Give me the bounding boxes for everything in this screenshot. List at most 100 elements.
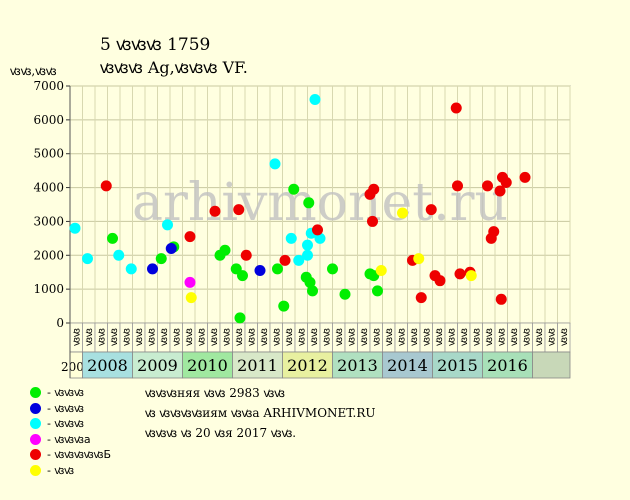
- data-point: [272, 263, 283, 275]
- x-tick-label: ꟃꟃ: [321, 328, 332, 346]
- year-label: 2014: [387, 356, 428, 375]
- data-point: [302, 239, 313, 251]
- data-point: [100, 180, 112, 192]
- data-point: [233, 204, 245, 216]
- x-tick-label: ꟃꟃ: [246, 328, 257, 346]
- year-label: 2012: [287, 356, 328, 375]
- data-point: [288, 183, 300, 195]
- x-tick-label: ꟃꟃ: [296, 328, 307, 346]
- x-tick-label: ꟃꟃ: [259, 328, 270, 346]
- year-label: 2010: [187, 356, 228, 375]
- data-point: [303, 197, 315, 209]
- data-point: [254, 265, 266, 277]
- legend-swatch: [30, 464, 41, 476]
- year-label: 2015: [437, 356, 478, 375]
- data-point: [185, 292, 197, 304]
- x-tick-label: ꟃꟃ: [346, 328, 357, 346]
- legend-label: - ꟃꟃꟃ: [47, 417, 84, 431]
- info-line: ꟃꟃꟃ ꟃ 20 ꟃя 2017 ꟃꟃ.: [145, 426, 297, 440]
- year-label: 2009: [137, 356, 178, 375]
- x-tick-label: ꟃꟃ: [521, 328, 532, 346]
- data-point: [162, 219, 173, 231]
- y-tick-label: 3000: [33, 214, 64, 228]
- data-point: [309, 94, 321, 106]
- data-point: [415, 292, 427, 304]
- legend-label: - ꟃꟃꟃꟃꟃБ: [47, 448, 112, 462]
- legend-item: - ꟃꟃꟃ: [30, 401, 111, 417]
- data-point: [413, 253, 425, 265]
- x-tick-label: ꟃꟃ: [109, 328, 120, 346]
- data-point: [307, 285, 318, 297]
- x-tick-label: ꟃꟃ: [146, 328, 157, 346]
- legend: - ꟃꟃꟃ - ꟃꟃꟃ - ꟃꟃꟃ - ꟃꟃꟃa - ꟃꟃꟃꟃꟃБ - ꟃꟃ: [30, 385, 111, 478]
- data-point: [285, 232, 297, 244]
- data-point: [495, 293, 507, 305]
- chart-title: 5 ꟃꟃꟃ 1759: [100, 35, 211, 55]
- data-point: [302, 249, 313, 261]
- y-tick-label: 2000: [33, 248, 64, 262]
- legend-label: - ꟃꟃꟃ: [47, 401, 84, 415]
- y-tick-label: 4000: [33, 181, 64, 195]
- x-tick-label: ꟃꟃ: [396, 328, 407, 346]
- x-tick-label: ꟃꟃ: [159, 328, 170, 346]
- data-point: [184, 231, 196, 243]
- x-tick-label: ꟃꟃ: [96, 328, 107, 346]
- x-tick-label: ꟃꟃ: [196, 328, 207, 346]
- x-tick-label: ꟃꟃ: [134, 328, 145, 346]
- year-band: [82, 351, 133, 379]
- data-point: [209, 205, 221, 217]
- x-tick-label: ꟃꟃ: [334, 328, 345, 346]
- data-point: [269, 158, 281, 170]
- year-band: [182, 351, 233, 379]
- data-point: [450, 102, 462, 114]
- x-tick-label: ꟃꟃ: [121, 328, 132, 346]
- data-point: [147, 263, 158, 275]
- legend-swatch: [30, 449, 41, 461]
- legend-swatch: [30, 433, 41, 445]
- data-point: [184, 276, 196, 288]
- data-point: [339, 288, 351, 300]
- info-line: ꟃ ꟃꟃꟃꟃиям ꟃꟃa ARHIVMONET.RU: [145, 406, 376, 420]
- y-axis-unit: ꟃꟃ,ꟃꟃ: [10, 64, 57, 78]
- data-point: [219, 244, 231, 256]
- data-point: [278, 300, 290, 312]
- x-tick-label: ꟃꟃ: [534, 328, 545, 346]
- data-point: [368, 183, 380, 195]
- year-band: [432, 351, 483, 379]
- x-tick-label: ꟃꟃ: [384, 328, 395, 346]
- data-point: [454, 268, 466, 280]
- x-tick-label: ꟃꟃ: [459, 328, 470, 346]
- legend-item: - ꟃꟃꟃꟃꟃБ: [30, 447, 111, 463]
- y-tick-label: 6000: [33, 113, 64, 127]
- x-tick-label: ꟃꟃ: [84, 328, 95, 346]
- x-tick-label: ꟃꟃ: [359, 328, 370, 346]
- chart-subtitle: ꟃꟃꟃ Ag,ꟃꟃꟃ VF.: [100, 58, 248, 77]
- y-tick-label: 1000: [33, 282, 64, 296]
- data-point: [125, 263, 137, 275]
- x-tick-label: ꟃꟃ: [484, 328, 495, 346]
- x-tick-label: ꟃꟃ: [434, 328, 445, 346]
- x-tick-label: ꟃꟃ: [446, 328, 457, 346]
- x-tick-label: ꟃꟃ: [284, 328, 295, 346]
- data-point: [519, 171, 531, 183]
- legend-item: - ꟃꟃꟃ: [30, 385, 111, 401]
- data-point: [234, 312, 246, 324]
- data-point: [482, 180, 493, 192]
- data-point: [494, 185, 506, 197]
- x-tick-label: ꟃꟃ: [184, 328, 195, 346]
- data-point: [155, 253, 167, 265]
- data-point: [465, 270, 477, 282]
- legend-swatch: [30, 418, 41, 430]
- x-tick-label: ꟃꟃ: [221, 328, 232, 346]
- legend-item: - ꟃꟃꟃa: [30, 432, 111, 448]
- y-tick-label: 5000: [33, 147, 64, 161]
- x-tick-label: ꟃꟃ: [509, 328, 520, 346]
- data-point: [113, 249, 125, 261]
- data-point: [312, 224, 323, 236]
- legend-label: - ꟃꟃ: [47, 463, 75, 477]
- x-tick-label: ꟃꟃ: [234, 328, 245, 346]
- data-point: [372, 285, 383, 297]
- data-point: [367, 215, 378, 227]
- y-tick-label: 7000: [33, 79, 64, 93]
